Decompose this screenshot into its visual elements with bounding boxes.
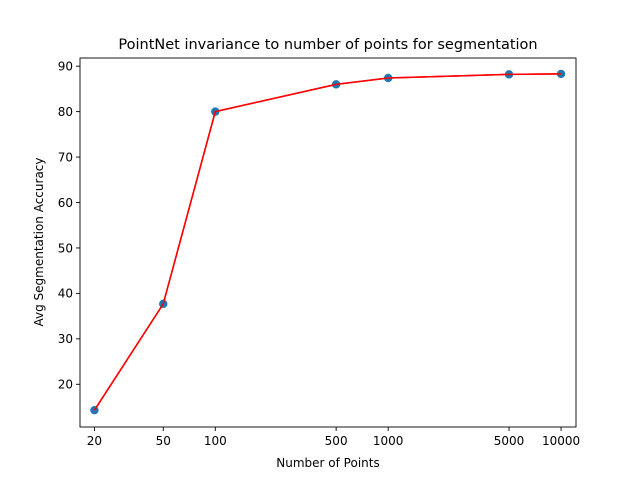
series-line-overlay-0 bbox=[93, 73, 562, 411]
y-tick-label: 30 bbox=[58, 332, 73, 346]
axes-frame bbox=[79, 57, 577, 428]
y-tick-label: 90 bbox=[58, 59, 73, 73]
chart-title: PointNet invariance to number of points … bbox=[118, 37, 537, 53]
y-tick-label: 50 bbox=[58, 241, 73, 255]
plot-area: 20 50 100 500 1000 5000 10000 20 30 40 50 60 70 80 90 bbox=[58, 57, 580, 448]
y-tick-label: 70 bbox=[58, 150, 73, 164]
x-tick-label: 500 bbox=[325, 434, 348, 448]
x-tick-label: 50 bbox=[156, 434, 171, 448]
x-tick-label: 1000 bbox=[373, 434, 404, 448]
x-tick-label: 100 bbox=[204, 434, 227, 448]
series-line-0 bbox=[93, 73, 562, 411]
y-tick-label: 20 bbox=[58, 378, 73, 392]
y-axis-label: Avg Segmentation Accuracy bbox=[32, 158, 46, 327]
x-tick-label: 5000 bbox=[494, 434, 525, 448]
x-axis-label: Number of Points bbox=[276, 456, 379, 470]
x-tick-label: 10000 bbox=[542, 434, 580, 448]
y-tick-label: 40 bbox=[58, 287, 73, 301]
x-tick-label: 20 bbox=[87, 434, 102, 448]
y-tick-label: 60 bbox=[58, 196, 73, 210]
y-tick-label: 80 bbox=[58, 105, 73, 119]
